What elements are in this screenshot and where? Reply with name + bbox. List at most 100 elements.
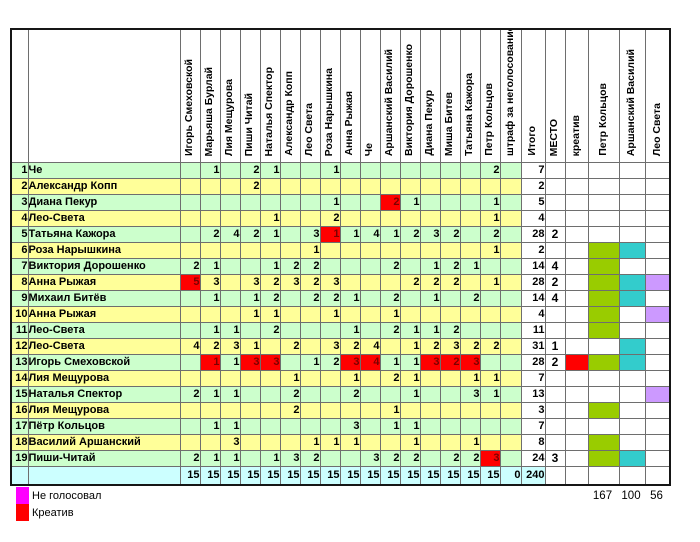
- petr-flag-cell[interactable]: [587, 322, 620, 339]
- vote-cell[interactable]: [179, 290, 201, 307]
- voter-header[interactable]: Петр Кольцов: [479, 28, 501, 163]
- vote-cell[interactable]: 1: [279, 370, 301, 387]
- penalty-cell[interactable]: [499, 210, 522, 227]
- totals-arshansky-cell[interactable]: [618, 466, 646, 486]
- vote-cell[interactable]: [379, 274, 401, 291]
- vote-cell[interactable]: 1: [339, 434, 361, 451]
- totals-row-number[interactable]: [10, 466, 29, 486]
- participant-name[interactable]: Василий Аршанский: [27, 434, 181, 451]
- voter-total-cell[interactable]: 15: [399, 466, 421, 486]
- petr-flag-cell[interactable]: [587, 434, 620, 451]
- vote-cell[interactable]: 1: [239, 306, 261, 323]
- vote-cell[interactable]: 2: [319, 354, 341, 371]
- vote-cell[interactable]: 2: [439, 450, 461, 467]
- petr-flag-cell[interactable]: [587, 226, 620, 243]
- vote-cell[interactable]: [199, 210, 221, 227]
- vote-cell[interactable]: [459, 210, 481, 227]
- place-header[interactable]: МЕСТО: [544, 28, 566, 163]
- row-number[interactable]: 10: [10, 306, 29, 323]
- participant-name[interactable]: Анна Рыжая: [27, 306, 181, 323]
- penalty-cell[interactable]: [499, 162, 522, 179]
- leo-flag-cell[interactable]: [644, 306, 671, 323]
- vote-cell[interactable]: [299, 386, 321, 403]
- creative-flag-cell[interactable]: [564, 418, 589, 435]
- participant-name[interactable]: Александр Копп: [27, 178, 181, 195]
- vote-cell[interactable]: [199, 306, 221, 323]
- petr-flag-cell[interactable]: [587, 194, 620, 211]
- vote-cell[interactable]: [399, 162, 421, 179]
- vote-cell[interactable]: [179, 434, 201, 451]
- vote-cell[interactable]: 1: [379, 306, 401, 323]
- row-number-header[interactable]: [10, 28, 29, 163]
- vote-cell[interactable]: [479, 402, 501, 419]
- voter-header[interactable]: Лия Мещурова: [219, 28, 241, 163]
- vote-cell[interactable]: [299, 370, 321, 387]
- creative-flag-cell[interactable]: [564, 178, 589, 195]
- penalty-cell[interactable]: [499, 354, 522, 371]
- vote-cell[interactable]: 1: [339, 290, 361, 307]
- place-cell[interactable]: [544, 402, 566, 419]
- vote-cell-creative[interactable]: 2: [439, 354, 461, 371]
- vote-cell[interactable]: 1: [299, 434, 321, 451]
- vote-cell[interactable]: 2: [459, 450, 481, 467]
- vote-cell[interactable]: 3: [279, 274, 301, 291]
- vote-cell[interactable]: [299, 418, 321, 435]
- vote-cell[interactable]: [299, 210, 321, 227]
- penalty-cell[interactable]: [499, 306, 522, 323]
- petr-flag-cell[interactable]: [587, 338, 620, 355]
- vote-cell[interactable]: 2: [479, 338, 501, 355]
- voter-header[interactable]: Марьяша Бурлай: [199, 28, 221, 163]
- vote-cell[interactable]: [279, 418, 301, 435]
- vote-cell[interactable]: 2: [299, 290, 321, 307]
- petr-flag-cell[interactable]: [587, 178, 620, 195]
- vote-cell[interactable]: 3: [319, 338, 341, 355]
- row-number[interactable]: 15: [10, 386, 29, 403]
- vote-cell[interactable]: 1: [419, 290, 441, 307]
- vote-cell[interactable]: [419, 210, 441, 227]
- voter-header[interactable]: Пиши Читай: [239, 28, 261, 163]
- vote-cell[interactable]: 3: [419, 226, 441, 243]
- row-number[interactable]: 13: [10, 354, 29, 371]
- vote-cell[interactable]: [459, 194, 481, 211]
- vote-cell[interactable]: [259, 434, 281, 451]
- arshansky-flag-cell[interactable]: [618, 290, 646, 307]
- vote-cell[interactable]: 3: [279, 450, 301, 467]
- leo-flag-cell[interactable]: [644, 226, 671, 243]
- vote-cell[interactable]: [319, 450, 341, 467]
- petr-flag-cell[interactable]: [587, 370, 620, 387]
- vote-cell[interactable]: 1: [339, 226, 361, 243]
- participant-name-header[interactable]: [27, 28, 181, 163]
- leo-flag-cell[interactable]: [644, 370, 671, 387]
- arshansky-flag-cell[interactable]: [618, 386, 646, 403]
- voter-header[interactable]: Че: [359, 28, 381, 163]
- creative-flag-cell[interactable]: [564, 402, 589, 419]
- vote-cell-creative[interactable]: 1: [199, 354, 221, 371]
- place-cell[interactable]: [544, 210, 566, 227]
- vote-cell[interactable]: 2: [319, 210, 341, 227]
- vote-cell[interactable]: 1: [319, 434, 341, 451]
- voter-total-cell[interactable]: 15: [259, 466, 281, 486]
- vote-cell[interactable]: 2: [379, 290, 401, 307]
- vote-cell[interactable]: 2: [439, 258, 461, 275]
- place-cell[interactable]: [544, 434, 566, 451]
- voter-total-cell[interactable]: 15: [199, 466, 221, 486]
- vote-cell[interactable]: [219, 402, 241, 419]
- place-cell[interactable]: 1: [544, 338, 566, 355]
- vote-cell[interactable]: [259, 402, 281, 419]
- participant-name[interactable]: Михаил Битёв: [27, 290, 181, 307]
- voter-header[interactable]: Игорь Смеховской: [179, 28, 201, 163]
- vote-cell[interactable]: [419, 434, 441, 451]
- vote-cell[interactable]: [319, 322, 341, 339]
- vote-cell[interactable]: 3: [439, 338, 461, 355]
- extra-voter-header[interactable]: Лео Света: [644, 28, 671, 163]
- vote-cell[interactable]: 1: [199, 290, 221, 307]
- vote-cell[interactable]: [219, 178, 241, 195]
- vote-cell[interactable]: [259, 242, 281, 259]
- vote-cell[interactable]: [319, 242, 341, 259]
- penalty-cell[interactable]: [499, 194, 522, 211]
- vote-cell[interactable]: [479, 418, 501, 435]
- vote-cell[interactable]: 2: [279, 338, 301, 355]
- vote-cell[interactable]: 1: [479, 274, 501, 291]
- vote-cell[interactable]: [359, 258, 381, 275]
- vote-cell[interactable]: [439, 434, 461, 451]
